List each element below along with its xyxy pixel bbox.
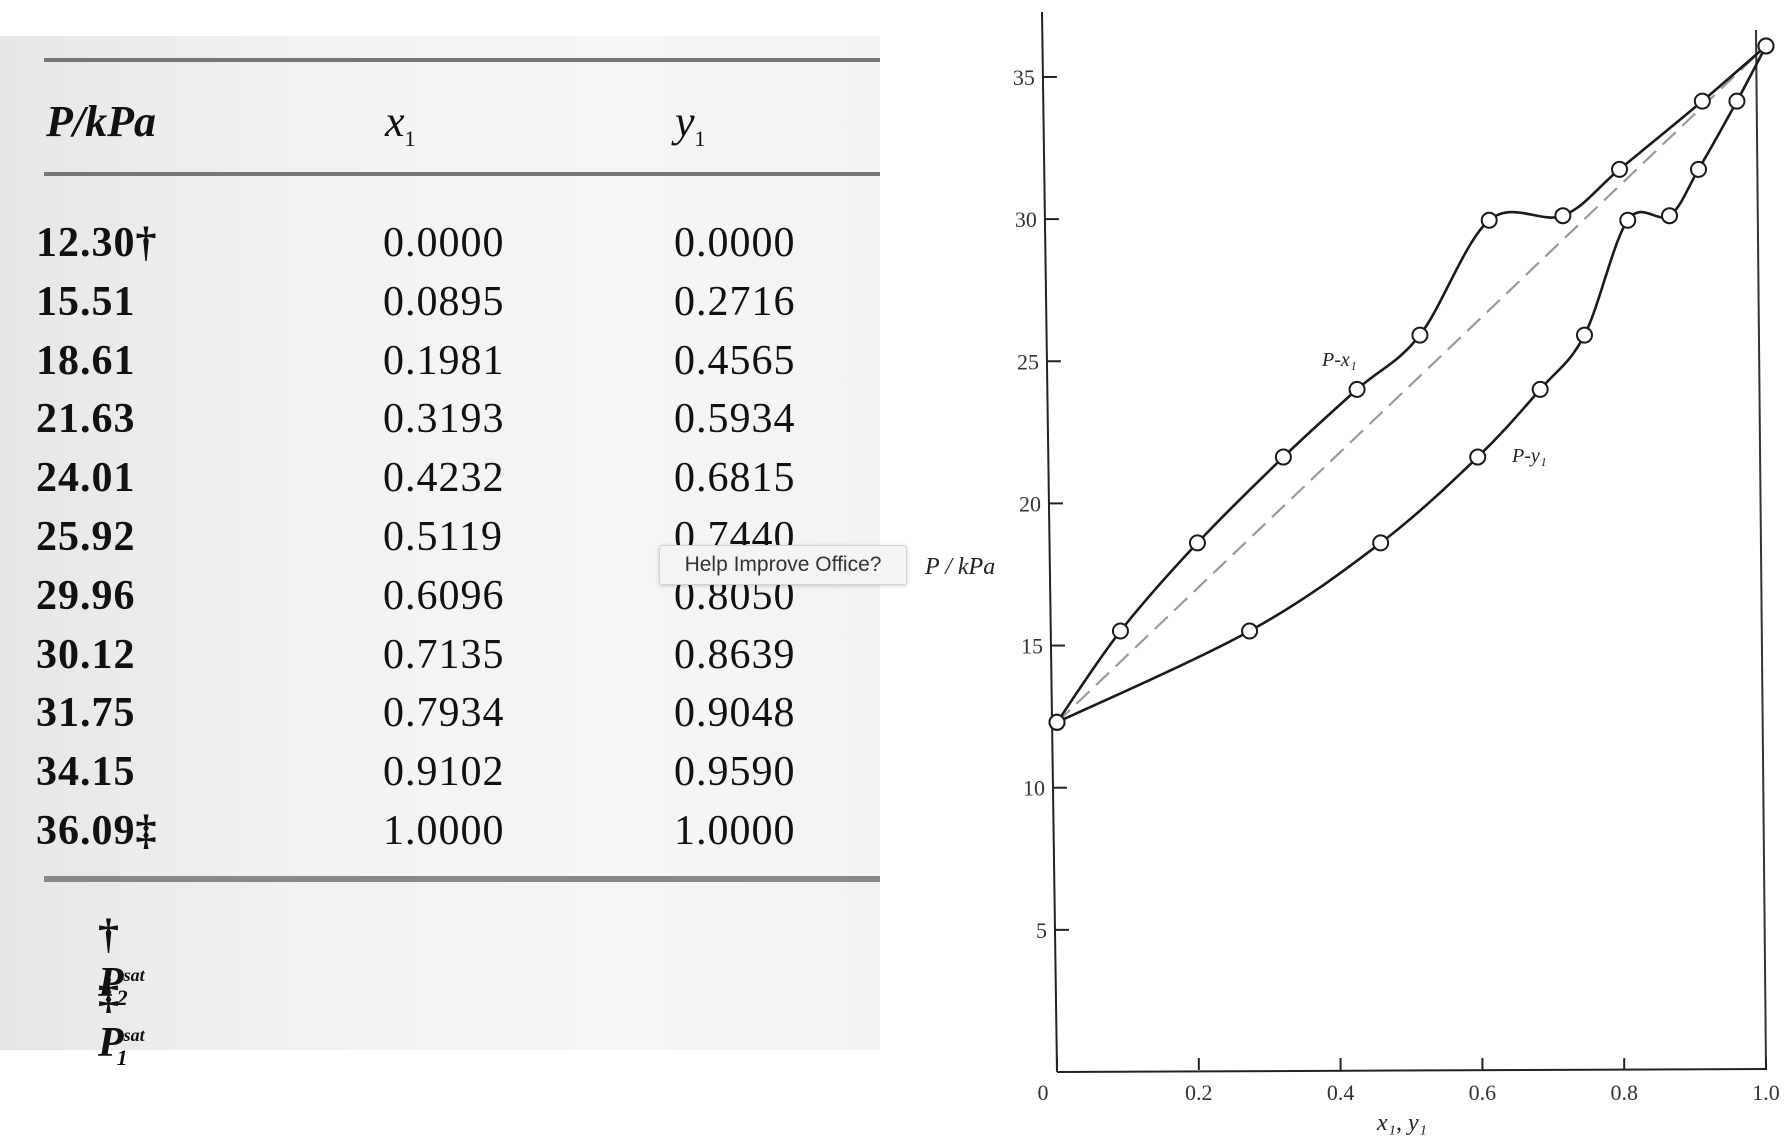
y-tick-label: 5: [1036, 918, 1047, 943]
header-y1-subscript: 1: [694, 125, 706, 151]
table-bottom-rule: [44, 876, 880, 882]
table-cell-y: 0.9048: [674, 690, 796, 737]
table-cell-p: 30.12: [36, 631, 136, 678]
data-table-panel: P/kPa x1 y1 12.30† 0.0000 0.0000 15.51 0.089…: [0, 36, 880, 1070]
series-markers: [1048, 37, 1775, 731]
point-p-y1: [1619, 211, 1637, 229]
table-cell-p: 31.75: [36, 690, 136, 737]
point-p-x1: [1348, 380, 1366, 398]
x-tick-label: 0.4: [1327, 1080, 1355, 1105]
table-cell-p: 24.01: [36, 455, 136, 502]
y-tick-label: 25: [1017, 349, 1039, 374]
point-p-y1: [1661, 207, 1679, 225]
point-p-y1: [1690, 160, 1708, 178]
table-cell-x: 0.4232: [383, 455, 505, 502]
table-cell-y: 0.6815: [674, 455, 796, 502]
table-cell-x: 0.6096: [383, 572, 505, 619]
table-header-rule: [44, 172, 880, 176]
y-tick-label: 30: [1015, 207, 1037, 232]
footnote-sub: 1: [116, 1045, 128, 1071]
table-cell-p: 15.51: [36, 278, 136, 325]
y-tick-label: 10: [1023, 776, 1045, 801]
curve-label-p-x1: P-x₁: [1321, 349, 1357, 371]
point-p-y1: [1531, 380, 1549, 398]
footnote-mark: ‡: [98, 972, 119, 1018]
point-p-x1: [1554, 207, 1572, 225]
curve-label-p-y1: P-y₁: [1511, 445, 1547, 467]
table-cell-x: 0.1981: [383, 337, 505, 384]
reference-dashed-line: [1056, 45, 1767, 724]
table-cell-p: 18.61: [36, 337, 136, 384]
point-p-x1: [1188, 534, 1206, 552]
chart-labels: P-x₁ P-y₁: [1321, 349, 1547, 467]
table-cell-x: 1.0000: [383, 808, 505, 854]
point-p-x1: [1693, 92, 1711, 110]
x-tick-label: 0.8: [1610, 1080, 1638, 1105]
point-p-x1: [1411, 326, 1429, 344]
point-p-x1: [1111, 622, 1129, 640]
table-cell-p: 12.30†: [36, 220, 158, 266]
table-cell-x: 0.9102: [383, 749, 505, 796]
table-cell-x: 0.3193: [383, 396, 505, 443]
help-improve-office-tooltip[interactable]: Help Improve Office?: [659, 545, 907, 585]
header-x1-symbol: x: [385, 97, 405, 146]
table-cell-y: 0.0000: [674, 220, 796, 266]
table-cell-x: 0.0895: [383, 278, 505, 325]
header-x1-subscript: 1: [404, 125, 416, 151]
table-top-rule: [44, 58, 880, 62]
footnote-symbol: P: [98, 960, 124, 1006]
table-cell-y: 0.2716: [674, 278, 796, 325]
table-cell-y: 0.9590: [674, 749, 796, 796]
table-cell-x: 0.5119: [383, 514, 503, 560]
table-cell-y: 0.5934: [674, 396, 796, 443]
footnote-sub: 2: [116, 985, 128, 1011]
point-p-x1: [1274, 448, 1292, 466]
table-cell-p: 21.63: [36, 396, 136, 443]
footnote-symbol: P: [98, 1020, 124, 1066]
point-p-x1: [1480, 211, 1498, 229]
footnote: ‡ Psat1: [98, 971, 159, 1071]
table-cell-p: 25.92: [36, 514, 136, 560]
table-cell-p: 29.96: [36, 572, 136, 619]
y-axis-label: P / kPa: [924, 554, 995, 580]
footnote-sup: sat: [123, 1025, 145, 1045]
x-tick-label: 0.6: [1469, 1080, 1497, 1105]
table-cell-y: 1.0000: [674, 808, 796, 854]
point-p-y1: [1048, 713, 1066, 731]
point-p-x1: [1611, 160, 1629, 178]
header-y1: y1: [675, 96, 706, 152]
table-cell-y: 0.4565: [674, 337, 796, 384]
dashed-ideal-line: [1056, 45, 1767, 724]
x-tick-label: 1.0: [1752, 1080, 1780, 1105]
x-tick-label: 0.2: [1185, 1080, 1213, 1105]
table-cell-p: 34.15: [36, 749, 136, 796]
point-p-y1: [1241, 622, 1259, 640]
header-x1: x1: [385, 96, 416, 152]
y-tick-label: 15: [1021, 634, 1043, 659]
y-tick-label: 20: [1019, 491, 1041, 516]
footnote: † Psat2: [98, 911, 159, 1011]
point-p-y1: [1757, 37, 1775, 55]
right-frame-line: [1755, 29, 1767, 1070]
footnote-sup: sat: [123, 965, 145, 985]
point-p-y1: [1575, 326, 1593, 344]
x-axis-line: [1056, 1068, 1767, 1073]
footnote-mark: †: [98, 912, 119, 958]
table-cell-x: 0.7934: [383, 690, 505, 737]
header-y1-symbol: y: [675, 97, 695, 146]
point-p-y1: [1469, 448, 1487, 466]
table-cell-y: 0.8639: [674, 631, 796, 678]
y-axis-line: [1041, 11, 1058, 1073]
header-pressure: P/kPa: [46, 97, 156, 146]
point-p-y1: [1728, 92, 1746, 110]
y-tick-label: 35: [1013, 65, 1035, 90]
chart-axes: 5 10 15 20 25 30 35 0 0.2 0.4 0.6 0.8 1.0 P / kPa x₁, …: [924, 11, 1780, 1136]
table-cell-p: 36.09‡: [36, 808, 158, 854]
table-cell-x: 0.0000: [383, 220, 505, 266]
x-axis-label: x₁, y₁: [1376, 1110, 1427, 1136]
x-tick-label: 0: [1038, 1080, 1049, 1105]
table-cell-x: 0.7135: [383, 631, 505, 678]
point-p-y1: [1372, 534, 1390, 552]
